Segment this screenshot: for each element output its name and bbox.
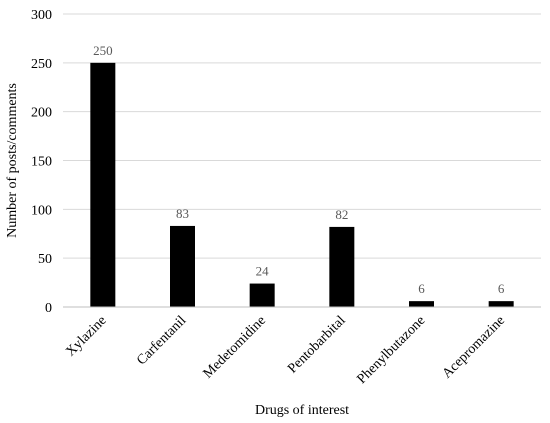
data-label: 82: [335, 207, 348, 222]
bar-pentobarbital: [329, 226, 355, 307]
x-axis-ticks: Xylazine Carfentanil Medetomidine Pentobarb…: [63, 313, 508, 387]
bar-phenylbutazone: [409, 301, 434, 307]
bar-medetomidine: [249, 283, 275, 307]
y-tick-label: 150: [31, 155, 52, 170]
gridlines: [63, 13, 541, 259]
y-axis-title: Number of posts/comments: [5, 83, 20, 238]
bar-acepromazine: [488, 301, 514, 307]
y-tick-label: 100: [31, 203, 52, 218]
data-label: 6: [418, 281, 425, 296]
x-tick-label: Carfentanil: [134, 313, 189, 368]
y-tick-label: 0: [45, 301, 52, 316]
bar-xylazine: [90, 62, 116, 308]
x-tick-label: Xylazine: [63, 313, 109, 359]
x-axis-title: Drugs of interest: [255, 403, 349, 418]
data-label: 24: [256, 264, 270, 279]
y-tick-label: 300: [31, 8, 52, 23]
x-tick-label: Phenylbutazone: [354, 313, 428, 387]
data-label: 6: [498, 281, 505, 296]
x-tick-label: Pentobarbital: [285, 313, 348, 376]
y-tick-label: 50: [38, 252, 52, 267]
bars: [90, 62, 514, 308]
y-tick-label: 250: [31, 57, 52, 72]
x-tick-label: Acepromazine: [440, 313, 508, 381]
y-tick-label: 200: [31, 106, 52, 121]
data-labels: 250 83 24 82 6 6: [93, 43, 505, 296]
data-label: 250: [93, 43, 113, 58]
data-label: 83: [176, 206, 189, 221]
y-axis-ticks: 0 50 100 150 200 250 300: [31, 8, 52, 316]
bar-carfentanil: [170, 225, 195, 307]
x-tick-label: Medetomidine: [201, 313, 269, 381]
